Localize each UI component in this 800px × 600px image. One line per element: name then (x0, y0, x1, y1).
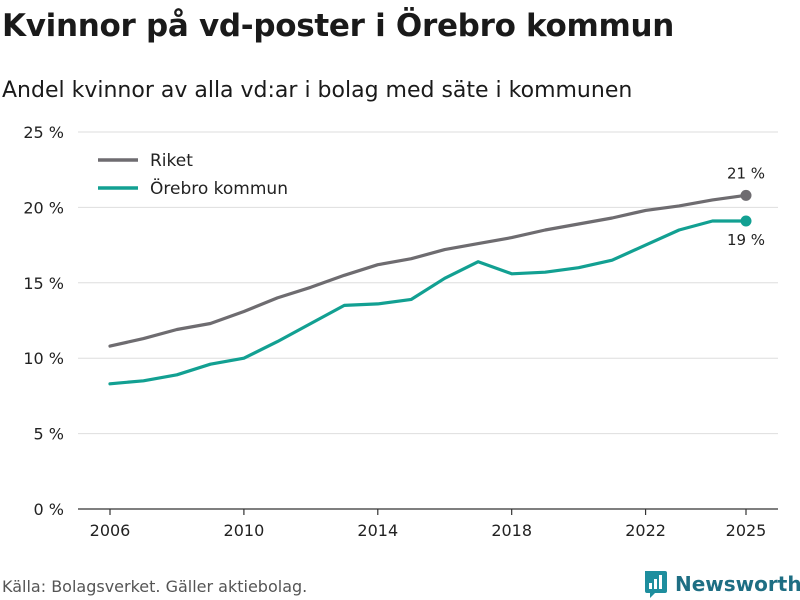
y-axis-ticks: 0 % 5 % 10 % 15 % 20 % 25 % (23, 123, 64, 519)
brand: Newsworthy (643, 569, 800, 599)
chart-title: Kvinnor på vd-poster i Örebro kommun (2, 8, 675, 44)
x-tick-label: 2010 (224, 521, 265, 540)
series-line-riket (108, 193, 748, 348)
y-tick-label: 5 % (34, 425, 64, 444)
series-line-orebro (108, 219, 748, 386)
y-tick-label: 25 % (23, 123, 64, 142)
series-end-point (740, 215, 752, 227)
end-value-label: 21 % (727, 164, 765, 182)
newsworthy-logo-icon (645, 571, 667, 598)
x-tick-label: 2006 (90, 521, 131, 540)
series-end-point (740, 189, 752, 201)
y-tick-label: 10 % (23, 349, 64, 368)
series-lines (108, 189, 752, 386)
brand-name: Newsworthy (675, 572, 800, 596)
end-value-label: 19 % (727, 231, 765, 249)
source-note: Källa: Bolagsverket. Gäller aktiebolag. (2, 577, 308, 596)
grid-lines (78, 131, 778, 510)
x-tick-label: 2025 (726, 521, 767, 540)
y-tick-label: 20 % (23, 198, 64, 217)
x-tick-label: 2014 (357, 521, 398, 540)
x-tick-label: 2022 (625, 521, 666, 540)
y-tick-label: 0 % (34, 500, 64, 519)
y-tick-label: 15 % (23, 274, 64, 293)
x-axis: 2006 2010 2014 2018 2022 2025 (90, 509, 767, 540)
legend-label: Örebro kommun (150, 177, 288, 199)
legend-label: Riket (150, 151, 193, 171)
x-tick-label: 2018 (491, 521, 532, 540)
legend: Riket Örebro kommun (98, 151, 288, 199)
chart-subtitle: Andel kvinnor av alla vd:ar i bolag med … (2, 78, 633, 103)
end-labels: 21 % 19 % (727, 164, 765, 249)
